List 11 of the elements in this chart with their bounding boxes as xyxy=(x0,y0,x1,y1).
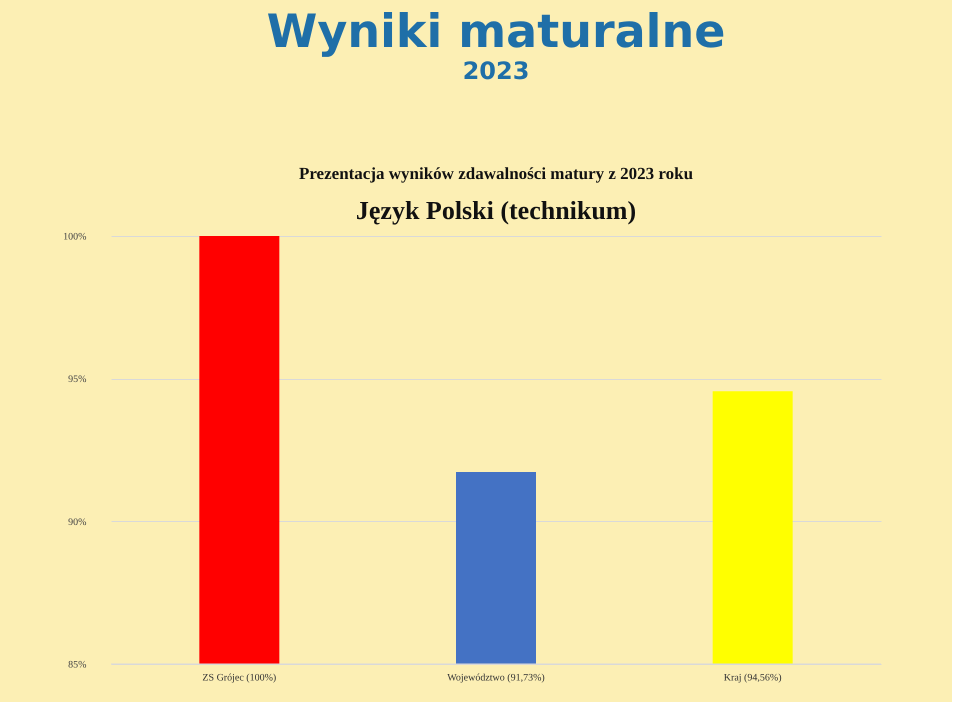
chart-subtitle: 2023 xyxy=(462,57,530,85)
y-tick-label: 95% xyxy=(68,374,86,386)
y-tick-label: 85% xyxy=(68,660,86,670)
text: Prezentacja wyników zdawalności matury z 2023 roku xyxy=(298,164,694,183)
y-tick-label: 90% xyxy=(68,516,86,528)
x-tick-label: ZS Grójec (100%) xyxy=(202,672,276,684)
x-tick-label: Kraj (94,56%) xyxy=(724,672,782,684)
text: Język Polski (technikum) xyxy=(356,196,636,225)
chart-title: Wyniki maturalne xyxy=(266,4,726,58)
y-tick-label: 100% xyxy=(63,232,86,242)
x-tick-label: Województwo (91,73%) xyxy=(447,672,545,684)
